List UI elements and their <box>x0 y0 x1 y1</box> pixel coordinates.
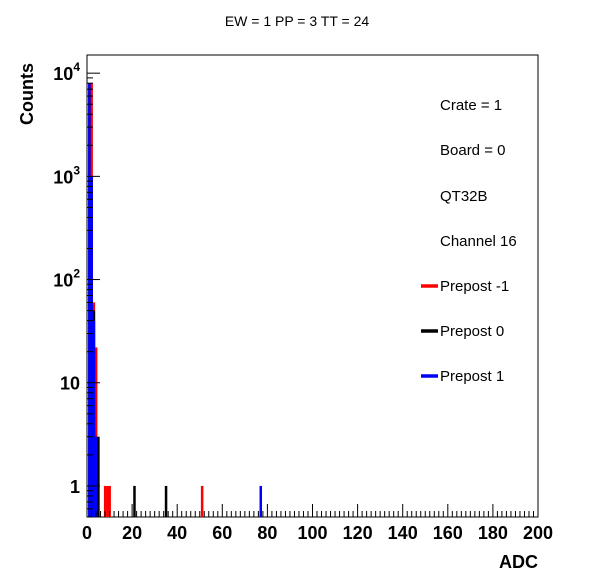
x-tick-label: 100 <box>297 523 327 543</box>
x-tick-label: 60 <box>212 523 232 543</box>
x-tick-label: 140 <box>388 523 418 543</box>
x-tick-label: 160 <box>433 523 463 543</box>
x-tick-label: 200 <box>523 523 553 543</box>
y-tick-label: 104 <box>53 60 80 84</box>
bar-series-2-point-3 <box>94 436 98 517</box>
y-axis-label: Counts <box>17 63 37 125</box>
bar-series-2-point-1 <box>90 176 93 518</box>
x-axis: 0 20 40 60 80 100 120 140 160 180 200 <box>82 504 553 543</box>
bar-series-0-point-5 <box>108 485 111 517</box>
y-tick-label: 1 <box>70 477 80 497</box>
bar-series-2-point-2 <box>92 320 96 517</box>
legend: Crate = 1 Board = 0 QT32B Channel 16 Prepost… <box>421 97 517 385</box>
x-tick-label: 20 <box>122 523 142 543</box>
bar-series-2-point-0 <box>88 83 91 518</box>
y-tick-label: 10 <box>60 374 80 394</box>
bars-layer <box>88 83 263 518</box>
bar-series-2-point-4 <box>259 485 263 517</box>
legend-info-text: Board = 0 <box>440 142 505 159</box>
x-tick-label: 40 <box>167 523 187 543</box>
x-tick-label: 0 <box>82 523 92 543</box>
bar-series-0-point-6 <box>200 485 204 517</box>
legend-info-text: QT32B <box>440 188 488 205</box>
bar-series-1-point-5 <box>133 485 136 517</box>
legend-entry-label: Prepost 1 <box>440 368 504 385</box>
y-axis: 1 10 102 103 104 <box>53 60 100 518</box>
bar-series-0-point-3 <box>103 485 107 517</box>
bar-series-1-point-4 <box>97 436 100 517</box>
y-tick-label: 102 <box>53 267 80 291</box>
x-tick-label: 80 <box>257 523 277 543</box>
bar-series-1-point-6 <box>164 485 168 517</box>
chart-title: EW = 1 PP = 3 TT = 24 <box>225 13 370 29</box>
x-tick-label: 180 <box>478 523 508 543</box>
legend-info-text: Crate = 1 <box>440 97 502 114</box>
y-tick-label: 103 <box>53 163 80 187</box>
bar-series-0-point-2 <box>94 347 98 517</box>
bar-series-0-point-4 <box>106 485 109 517</box>
legend-entry-label: Prepost -1 <box>440 278 509 295</box>
x-axis-label: ADC <box>499 552 538 572</box>
legend-entry-label: Prepost 0 <box>440 323 504 340</box>
legend-info-text: Channel 16 <box>440 233 517 250</box>
x-tick-label: 120 <box>343 523 373 543</box>
